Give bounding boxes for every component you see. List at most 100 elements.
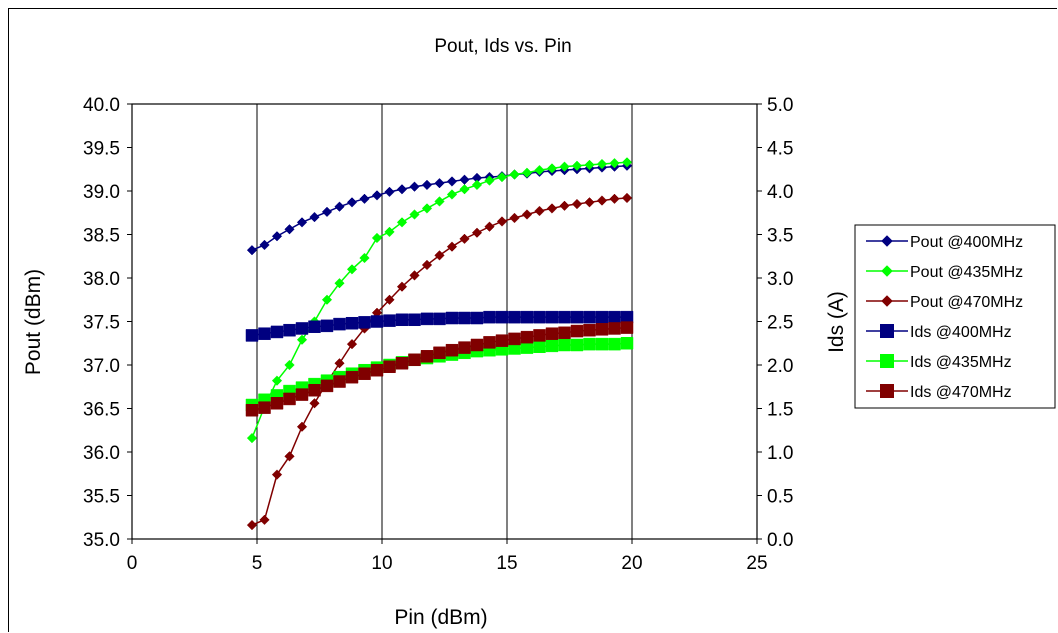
data-point (309, 398, 320, 409)
x-tick-label: 20 (621, 553, 642, 574)
data-point (358, 316, 371, 329)
data-point (459, 233, 470, 245)
data-point (284, 451, 295, 462)
y2-tick-label: 1.5 (767, 400, 793, 421)
x-tick-label: 5 (252, 553, 263, 574)
data-point (420, 350, 434, 363)
legend-marker (880, 354, 894, 368)
data-point (408, 313, 421, 327)
y2-tick-label: 3.5 (767, 226, 793, 247)
series-layer (245, 157, 634, 531)
data-point (395, 313, 409, 327)
data-point (521, 209, 533, 220)
data-point (621, 157, 633, 168)
chart-frame (8, 8, 1057, 632)
data-point (521, 167, 533, 178)
y2-tick-label: 5.0 (767, 95, 793, 116)
y-tick-label: 35.5 (83, 487, 120, 508)
data-point (470, 338, 484, 352)
data-point (421, 259, 433, 271)
legend-marker (881, 235, 893, 247)
data-point (246, 432, 258, 444)
x-tick-label: 15 (496, 553, 517, 574)
data-point (270, 397, 284, 410)
y-tick-label: 40.0 (83, 95, 120, 116)
data-point (408, 353, 421, 367)
data-point (520, 310, 534, 324)
legend-label: Pout @470MHz (910, 294, 1023, 311)
data-point (296, 217, 308, 228)
data-point (320, 379, 334, 393)
data-point (571, 198, 583, 210)
data-point (446, 189, 458, 200)
legend-marker (880, 384, 894, 398)
data-point (384, 294, 395, 305)
data-point (384, 226, 395, 238)
data-point (508, 332, 521, 346)
data-point (283, 323, 296, 337)
data-point (533, 310, 546, 324)
data-point (383, 314, 396, 327)
data-point (596, 195, 608, 206)
data-point (570, 324, 584, 338)
data-point (271, 231, 283, 242)
data-point (584, 197, 595, 208)
legend-label: Ids @400MHz (910, 324, 1012, 341)
data-point (396, 184, 408, 195)
data-point (546, 163, 558, 174)
legend-box (854, 224, 1056, 409)
data-point (545, 339, 559, 353)
data-point (320, 319, 334, 333)
y-tick-label: 36.5 (83, 400, 120, 421)
data-point (434, 250, 445, 261)
data-point (545, 310, 559, 324)
y2-tick-label: 4.5 (767, 139, 793, 160)
y2-tick-label: 2.0 (767, 356, 793, 377)
data-point (296, 334, 308, 345)
data-point (434, 178, 445, 189)
data-point (370, 315, 384, 328)
y-tick-label: 39.5 (83, 139, 120, 160)
data-point (259, 239, 270, 251)
data-point (458, 311, 471, 325)
y-tick-label: 36.0 (83, 443, 120, 464)
y2-tick-label: 2.5 (767, 313, 793, 334)
data-point (409, 270, 420, 281)
legend-marker (881, 265, 893, 277)
data-point (609, 193, 620, 204)
data-point (384, 186, 395, 198)
data-point (346, 197, 358, 208)
data-point (321, 294, 333, 305)
data-point (546, 203, 558, 214)
data-point (334, 278, 345, 289)
data-point (271, 375, 283, 386)
data-point (346, 338, 358, 350)
data-point (520, 330, 534, 344)
data-point (608, 337, 621, 351)
data-point (508, 310, 521, 324)
data-point (370, 363, 384, 377)
data-point (396, 217, 408, 228)
data-point (246, 519, 258, 531)
data-point (445, 311, 459, 325)
y2-axis-ticks: 0.0 0.5 1.0 1.5 2.0 2.5 3.0 3.5 4.0 4.5 5.0 (757, 95, 793, 551)
data-point (421, 203, 433, 214)
legend-marker (881, 295, 893, 307)
x-axis-ticks: 0 5 10 15 20 25 (127, 539, 768, 574)
series-3 (245, 310, 634, 342)
data-point (259, 514, 270, 526)
data-point (571, 160, 583, 171)
data-point (534, 164, 545, 176)
data-point (409, 209, 420, 220)
y2-tick-label: 1.0 (767, 443, 793, 464)
data-point (246, 245, 258, 256)
data-point (445, 343, 459, 357)
data-point (284, 359, 295, 371)
legend-marker (880, 324, 894, 338)
data-point (533, 329, 546, 342)
data-point (545, 327, 559, 340)
data-point (433, 312, 446, 326)
data-point (309, 211, 320, 223)
data-point (446, 176, 458, 187)
data-point (420, 312, 434, 326)
